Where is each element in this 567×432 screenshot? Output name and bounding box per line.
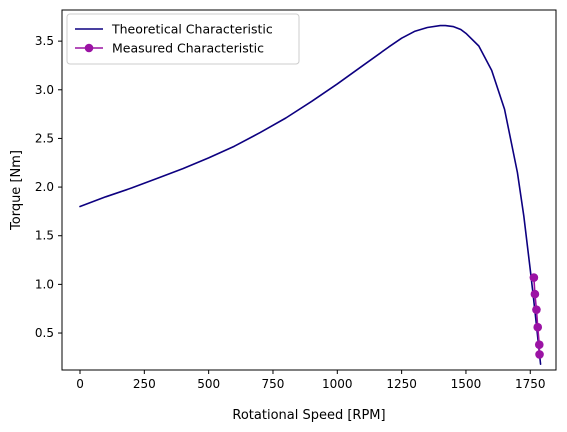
y-tick-label: 1.0: [35, 277, 54, 291]
measured-point: [532, 305, 541, 314]
legend-marker-measured: [84, 43, 94, 53]
measured-point: [533, 322, 543, 332]
y-tick-label: 2.0: [35, 180, 54, 194]
y-axis: 0.5 1.0 1.5 2.0 2.5 3.0 3.5: [35, 34, 62, 340]
theoretical-characteristic-line: [79, 24, 542, 365]
legend-box: [66, 13, 300, 65]
measured-point: [530, 289, 540, 299]
x-tick-label: 750: [262, 377, 285, 391]
legend-label-theoretical: Theoretical Characteristic: [111, 22, 273, 37]
x-tick-label: 1000: [322, 377, 353, 391]
y-tick-label: 3.5: [35, 34, 54, 48]
plot-area: [62, 10, 556, 370]
legend-label-measured: Measured Characteristic: [112, 41, 264, 56]
x-axis-title: Rotational Speed [RPM]: [232, 408, 385, 423]
measured-point: [534, 340, 544, 350]
measured-point: [535, 350, 544, 359]
x-tick-label: 1500: [451, 377, 482, 391]
x-tick-label: 250: [133, 377, 156, 391]
y-axis-title: Torque [Nm]: [9, 150, 24, 231]
legend: Theoretical Characteristic Measured Char…: [66, 13, 300, 65]
y-tick-label: 1.5: [35, 229, 54, 243]
series-layer: [79, 24, 544, 365]
plot-frame: [61, 9, 557, 371]
y-tick-label: 3.0: [35, 83, 54, 97]
x-tick-label: 1250: [386, 377, 417, 391]
x-axis: 0 250 500 750 1000 1250 1500 1750: [76, 370, 546, 391]
x-tick-label: 0: [76, 377, 84, 391]
measured-point: [529, 273, 539, 282]
y-tick-label: 2.5: [35, 131, 54, 145]
y-tick-label: 0.5: [35, 326, 54, 340]
x-tick-label: 500: [197, 377, 220, 391]
x-tick-label: 1750: [515, 377, 546, 391]
